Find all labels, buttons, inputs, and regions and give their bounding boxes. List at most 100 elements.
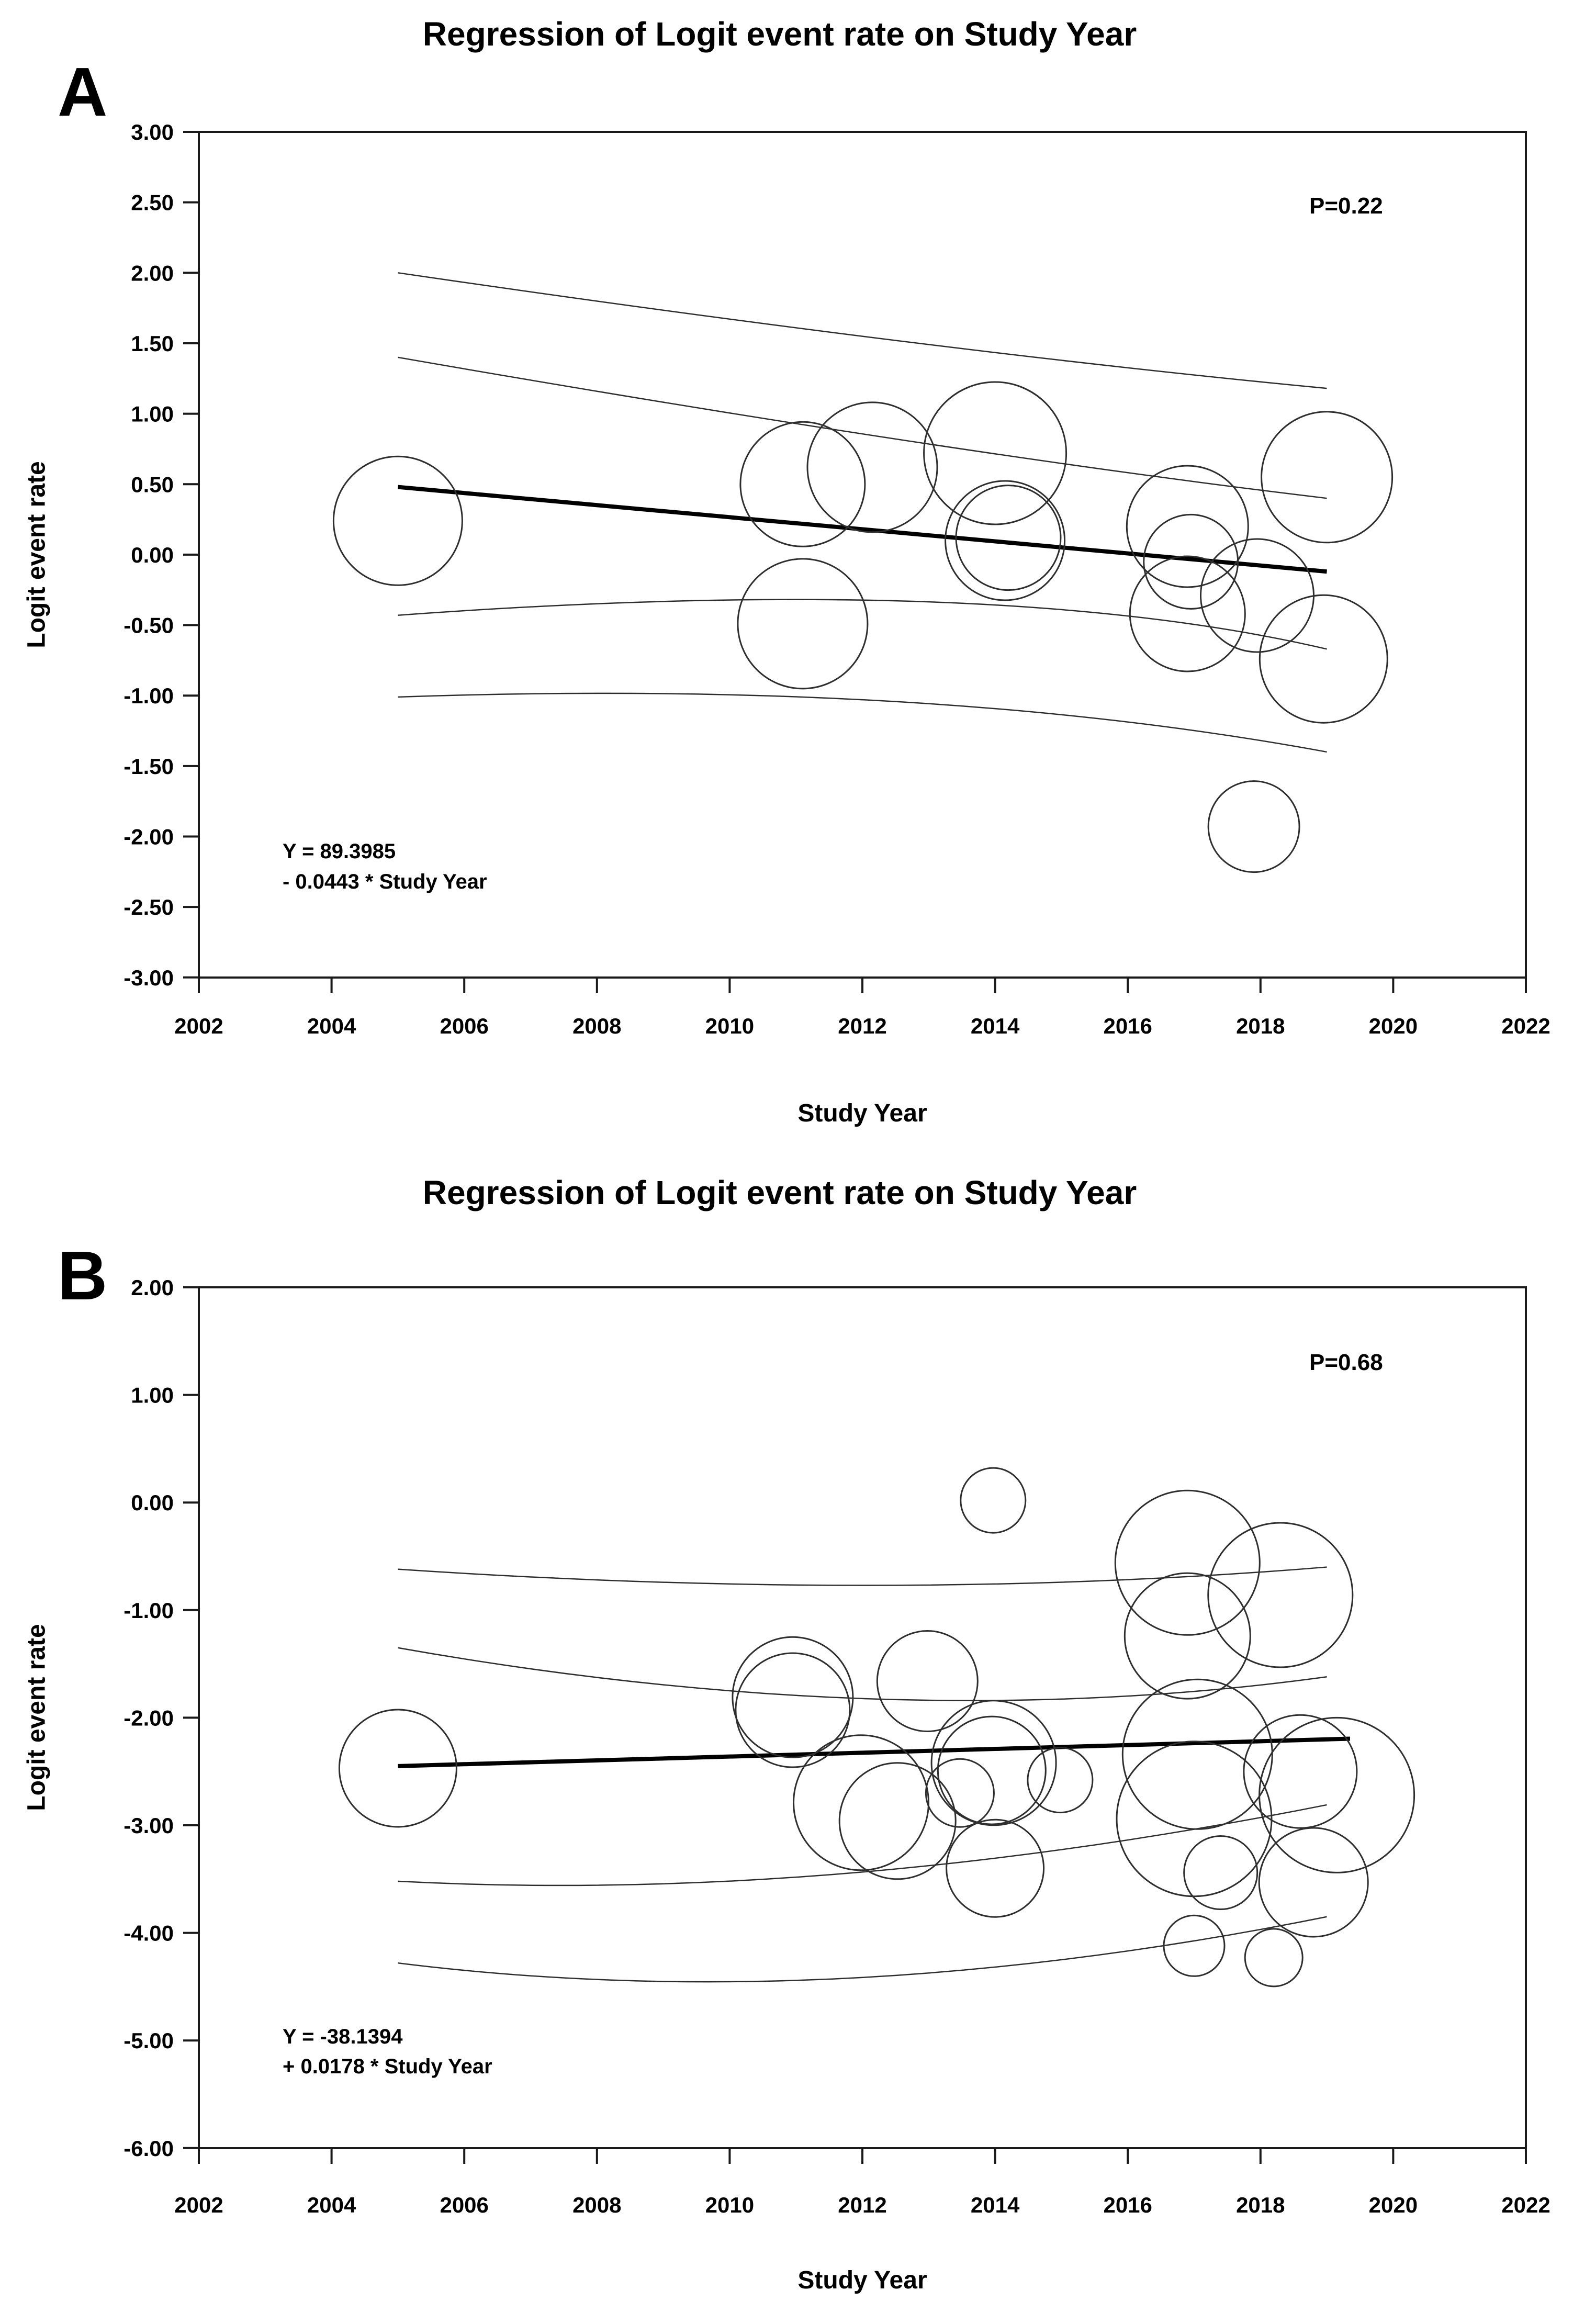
study-bubble xyxy=(937,1715,1047,1825)
study-bubble xyxy=(923,381,1068,525)
y-tick-label: -2.00 xyxy=(123,825,174,849)
y-tick-label: 2.00 xyxy=(131,261,174,285)
study-bubble xyxy=(1126,465,1249,588)
x-tick-label: 2006 xyxy=(440,1014,488,1038)
plot-frame xyxy=(198,131,1527,979)
ci-curve-inner-upper xyxy=(398,356,1327,499)
study-bubble xyxy=(838,1762,957,1880)
regression-line xyxy=(398,1736,1351,1768)
study-bubble xyxy=(1259,594,1388,724)
y-tick-label: 0.00 xyxy=(131,543,174,567)
study-bubble xyxy=(1129,555,1246,672)
study-bubble xyxy=(960,1467,1027,1534)
ci-curve-outer-lower xyxy=(398,1916,1327,1983)
study-bubble xyxy=(1207,780,1300,873)
x-tick-label: 2014 xyxy=(971,2193,1020,2217)
study-bubble xyxy=(737,558,869,690)
study-bubble xyxy=(925,1758,995,1828)
study-bubble xyxy=(876,1630,979,1732)
ci-curve-inner-lower xyxy=(398,1804,1327,1887)
y-tick-label: -1.50 xyxy=(123,754,174,779)
study-bubble xyxy=(1027,1747,1094,1814)
x-tick-label: 2006 xyxy=(440,2193,488,2217)
study-bubble xyxy=(930,1700,1057,1826)
y-tick-label: -2.00 xyxy=(123,1705,174,1730)
y-tick-label: 0.50 xyxy=(131,472,174,497)
study-bubble xyxy=(955,485,1062,591)
study-bubble xyxy=(1163,1914,1226,1977)
y-tick-label: 2.00 xyxy=(131,1275,174,1300)
x-tick-label: 2022 xyxy=(1501,2193,1550,2217)
study-bubble xyxy=(946,1818,1045,1918)
x-tick-label: 2018 xyxy=(1236,1014,1285,1038)
ci-curve-outer-upper xyxy=(398,272,1327,389)
equation-line-2: + 0.0178 * Study Year xyxy=(283,2055,492,2078)
x-tick-label: 2010 xyxy=(705,1014,754,1038)
equation-line-1: Y = -38.1394 xyxy=(283,2025,403,2048)
y-tick-label: -5.00 xyxy=(123,2028,174,2053)
equation-line-1: Y = 89.3985 xyxy=(283,840,396,863)
study-bubble xyxy=(793,1734,929,1871)
y-tick-label: -3.00 xyxy=(123,965,174,990)
study-bubble xyxy=(332,455,463,586)
ci-curve-inner-upper xyxy=(398,1647,1327,1701)
x-axis-title-A: Study Year xyxy=(797,1099,927,1127)
x-tick-label: 2012 xyxy=(838,1014,886,1038)
x-axis-title-B: Study Year xyxy=(797,2266,927,2294)
y-tick-label: -1.00 xyxy=(123,1598,174,1623)
x-tick-label: 2010 xyxy=(705,2193,754,2217)
y-tick-label: -1.00 xyxy=(123,683,174,708)
x-tick-label: 2020 xyxy=(1369,2193,1418,2217)
y-tick-label: 1.50 xyxy=(131,331,174,356)
chart-title-A: Regression of Logit event rate on Study … xyxy=(422,15,1137,53)
y-tick-label: -2.50 xyxy=(123,895,174,919)
x-tick-label: 2004 xyxy=(307,1014,356,1038)
ci-curve-outer-lower xyxy=(398,692,1327,753)
y-tick-label: -0.50 xyxy=(123,613,174,638)
study-bubble xyxy=(1244,1928,1304,1988)
study-bubble xyxy=(806,401,938,533)
x-tick-label: 2004 xyxy=(307,2193,356,2217)
y-tick-label: 2.50 xyxy=(131,190,174,215)
chart-title-B: Regression of Logit event rate on Study … xyxy=(422,1174,1137,1211)
study-bubble xyxy=(1183,1835,1259,1910)
study-bubble xyxy=(732,1636,854,1758)
ci-curve-inner-lower xyxy=(398,599,1327,650)
x-tick-label: 2014 xyxy=(971,1014,1020,1038)
x-tick-label: 2022 xyxy=(1501,1014,1550,1038)
x-tick-label: 2016 xyxy=(1103,1014,1152,1038)
y-tick-label: -3.00 xyxy=(123,1813,174,1838)
x-tick-label: 2020 xyxy=(1369,1014,1418,1038)
y-tick-label: 1.00 xyxy=(131,1383,174,1408)
study-bubble xyxy=(1121,1678,1273,1830)
study-bubble xyxy=(1123,1572,1251,1700)
ci-curve-outer-upper xyxy=(398,1566,1327,1586)
study-bubble xyxy=(1258,1827,1369,1938)
y-tick-label: -6.00 xyxy=(123,2136,174,2161)
y-tick-label: 3.00 xyxy=(131,120,174,144)
y-tick-label: -4.00 xyxy=(123,1921,174,1946)
panel-label-B: B xyxy=(58,1237,108,1314)
x-tick-label: 2008 xyxy=(572,2193,621,2217)
x-tick-label: 2002 xyxy=(174,1014,223,1038)
study-bubble xyxy=(739,421,866,547)
panel-label-A: A xyxy=(58,53,108,130)
p-value-label: P=0.22 xyxy=(1309,193,1383,219)
y-tick-label: 1.00 xyxy=(131,402,174,426)
equation-line-2: - 0.0443 * Study Year xyxy=(283,870,487,893)
regression-line xyxy=(398,485,1327,574)
plot-B: 2.00 1.00 0.00 -1.00 -2.00 -3.00 -4.00 -5.00 -6.… xyxy=(123,1275,1550,2217)
p-value-label: P=0.68 xyxy=(1309,1350,1383,1375)
study-bubble xyxy=(945,480,1066,601)
study-bubble xyxy=(338,1709,457,1828)
plot-A: 3.00 2.50 2.00 1.50 1.00 0.50 0.00 -0.50 -1.00 -1… xyxy=(123,120,1550,1038)
x-tick-label: 2012 xyxy=(838,2193,886,2217)
y-tick-label: 0.00 xyxy=(131,1490,174,1515)
study-bubble xyxy=(1116,1741,1273,1898)
study-bubble xyxy=(1207,1522,1354,1668)
study-bubble xyxy=(735,1652,851,1768)
x-tick-label: 2008 xyxy=(572,1014,621,1038)
x-tick-label: 2002 xyxy=(174,2193,223,2217)
